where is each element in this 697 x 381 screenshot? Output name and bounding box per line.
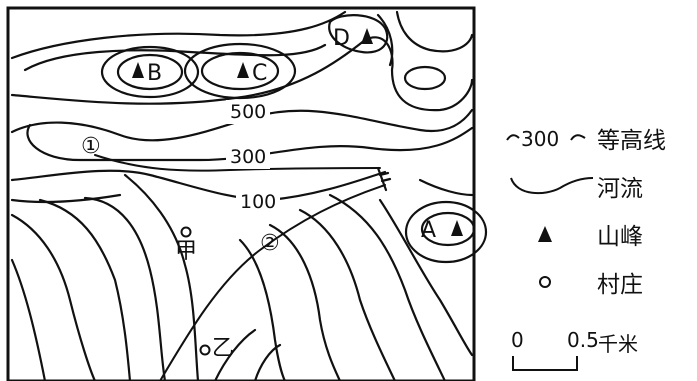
contour-line xyxy=(26,123,474,162)
contour-line xyxy=(10,213,97,381)
label-bg xyxy=(226,100,270,124)
peak-icon xyxy=(237,62,249,78)
legend-village-label: 村庄 xyxy=(597,272,643,298)
waterfall-mark xyxy=(376,166,392,192)
legend-village: 村庄 xyxy=(505,262,643,302)
contour-line xyxy=(418,178,474,197)
village-label-yi: 乙 xyxy=(212,336,234,361)
contour-line xyxy=(395,10,474,53)
river-1 xyxy=(94,154,381,172)
contour-line xyxy=(83,196,167,381)
legend-peak-label: 山峰 xyxy=(597,224,643,250)
label-bg xyxy=(236,190,280,214)
contour-ring xyxy=(100,45,200,99)
contour-line xyxy=(298,208,397,381)
legend-river: 河流 xyxy=(505,166,643,206)
peak-label-a: A xyxy=(421,218,436,243)
peak-label-c: C xyxy=(252,61,267,86)
contour-map: 500 300 100 ① ② B C D A 甲 乙 xyxy=(6,6,488,381)
legend-river-label: 河流 xyxy=(597,176,643,202)
contour-line xyxy=(123,173,200,381)
contour-ring xyxy=(328,14,389,54)
contour-line xyxy=(378,198,474,357)
legend: 300 等高线 河流 山峰 村庄 0 0.5 千米 xyxy=(505,118,697,381)
scale-value: 0.5 xyxy=(567,328,599,352)
scale-zero: 0 xyxy=(511,328,524,352)
peak-label-b: B xyxy=(147,61,162,86)
legend-peak: 山峰 xyxy=(505,214,643,254)
contour-ring xyxy=(200,51,280,91)
contour-line xyxy=(238,238,287,381)
contour-line xyxy=(10,258,47,381)
contour-line xyxy=(253,343,282,381)
contour-label-500: 500 xyxy=(230,101,266,123)
contour-ring xyxy=(116,53,184,91)
river-2-label: ② xyxy=(260,231,280,256)
contour-line xyxy=(328,193,447,381)
legend-contour-label: 等高线 xyxy=(597,128,666,154)
contour-line xyxy=(23,43,327,72)
contour-label-300: 300 xyxy=(230,146,266,168)
contour-line xyxy=(376,13,394,67)
contour-label-100: 100 xyxy=(240,191,276,213)
contour-line xyxy=(38,198,132,381)
scale-line-icon xyxy=(512,356,578,371)
legend-contour-sample: 300 xyxy=(521,127,559,151)
river-symbol-icon xyxy=(510,177,594,195)
scale-bar: 0 0.5 千米 xyxy=(505,318,697,378)
label-bg xyxy=(226,145,270,169)
contour-line xyxy=(213,328,257,381)
contour-line xyxy=(10,193,122,204)
contour-line xyxy=(268,223,342,381)
village-icon xyxy=(199,344,211,356)
peak-icon xyxy=(451,220,463,236)
peak-symbol-icon xyxy=(538,226,552,242)
village-icon xyxy=(180,226,192,238)
scale-unit: 千米 xyxy=(598,332,638,356)
contour-symbol-icon: 300 xyxy=(506,127,586,151)
peak-label-d: D xyxy=(333,26,350,51)
contour-line xyxy=(10,169,387,202)
contour-line xyxy=(10,10,347,60)
contour-ring xyxy=(404,200,488,264)
river-2 xyxy=(159,184,386,381)
peak-icon xyxy=(132,62,144,78)
contour-ring xyxy=(420,211,476,247)
village-symbol-icon xyxy=(539,276,551,288)
legend-contour: 300 等高线 xyxy=(505,118,666,158)
peak-icon xyxy=(361,28,373,44)
river-1-label: ① xyxy=(81,134,101,159)
contour-ring xyxy=(403,65,447,91)
contour-ring xyxy=(183,42,297,100)
village-label-jia: 甲 xyxy=(175,239,197,264)
